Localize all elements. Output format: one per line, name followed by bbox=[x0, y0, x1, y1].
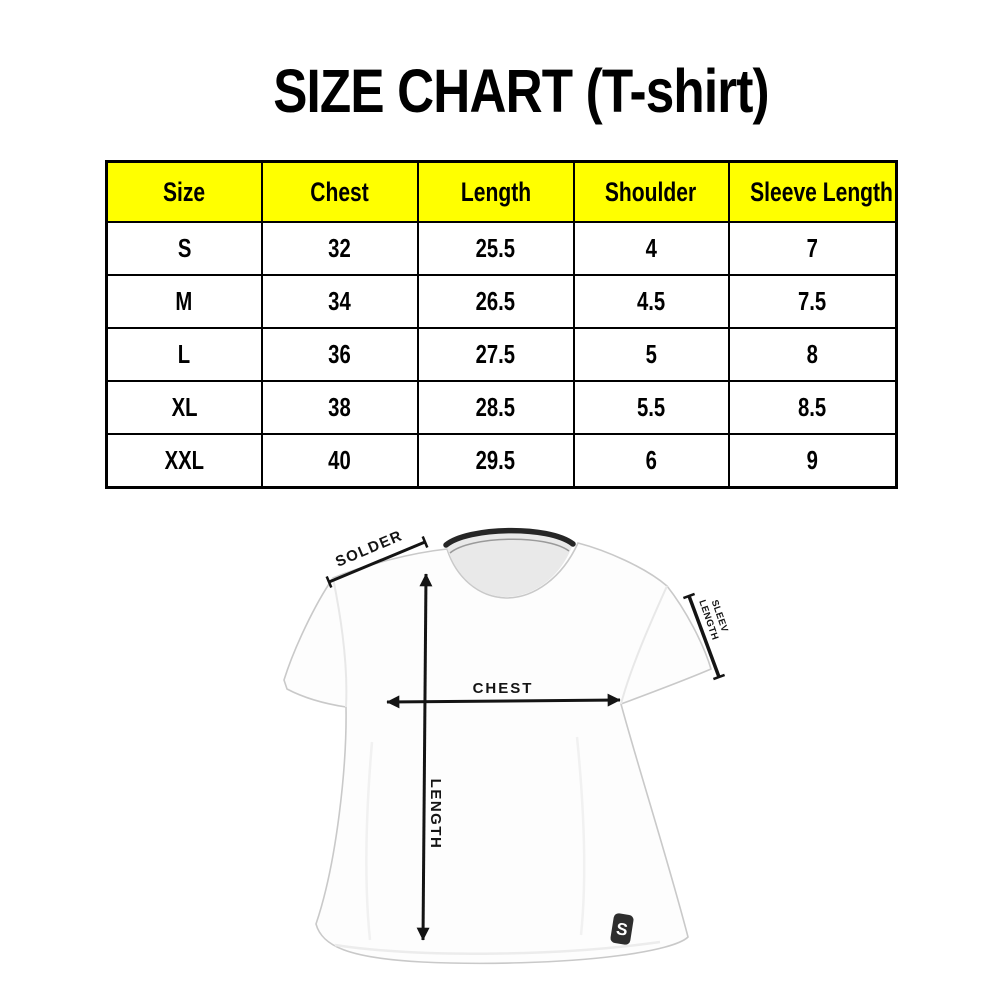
column-header-sleeve-length: Sleeve Length bbox=[727, 160, 898, 223]
size-chart-table: Size Chest Length Shoulder Sleeve Length… bbox=[105, 160, 898, 489]
cell-chest: 34 bbox=[260, 274, 419, 329]
left-sleeve-seam bbox=[332, 577, 348, 708]
table-row-s: S 32 25.5 4 7 bbox=[105, 221, 898, 276]
cell-length: 28.5 bbox=[416, 380, 575, 435]
column-header-size: Size bbox=[105, 160, 263, 223]
cell-shoulder: 4 bbox=[572, 221, 730, 276]
cell-size: XXL bbox=[105, 433, 263, 489]
cell-size: XL bbox=[105, 380, 263, 435]
length-arrow bbox=[416, 573, 433, 941]
column-header-length: Length bbox=[416, 160, 575, 223]
cell-length: 26.5 bbox=[416, 274, 575, 329]
cell-chest: 36 bbox=[260, 327, 419, 382]
cell-length: 29.5 bbox=[416, 433, 575, 489]
table-row-l: L 36 27.5 5 8 bbox=[105, 327, 898, 382]
cell-length: 27.5 bbox=[416, 327, 575, 382]
hem-crease bbox=[334, 940, 661, 955]
cell-shoulder: 5.5 bbox=[572, 380, 730, 435]
cell-size: M bbox=[105, 274, 263, 329]
cell-sleeve-length: 7 bbox=[727, 221, 898, 276]
cell-chest: 40 bbox=[260, 433, 419, 489]
cell-size: S bbox=[105, 221, 263, 276]
cell-sleeve-length: 9 bbox=[727, 433, 898, 489]
chest-arrow bbox=[386, 693, 621, 709]
tshirt-outline bbox=[283, 542, 712, 965]
chest-label: CHEST bbox=[473, 680, 534, 697]
collar-band bbox=[443, 527, 576, 548]
cell-chest: 38 bbox=[260, 380, 419, 435]
cell-shoulder: 4.5 bbox=[572, 274, 730, 329]
cell-sleeve-length: 8.5 bbox=[727, 380, 898, 435]
brand-logo: S bbox=[610, 913, 634, 945]
cell-sleeve-length: 8 bbox=[727, 327, 898, 382]
cell-shoulder: 5 bbox=[572, 327, 730, 382]
body-fold-right bbox=[575, 736, 586, 936]
page-title-text: SIZE CHART (T-shirt) bbox=[273, 57, 769, 125]
table-row-m: M 34 26.5 4.5 7.5 bbox=[105, 274, 898, 329]
cell-size: L bbox=[105, 327, 263, 382]
shoulder-measure-line bbox=[325, 536, 429, 588]
neck-opening bbox=[446, 530, 573, 597]
cell-length: 25.5 bbox=[416, 221, 575, 276]
length-label: LENGTH bbox=[427, 779, 444, 850]
column-header-chest: Chest bbox=[260, 160, 419, 223]
table-row-xxl: XXL 40 29.5 6 9 bbox=[105, 433, 898, 489]
right-sleeve-seam bbox=[620, 585, 668, 705]
table-row-xl: XL 38 28.5 5.5 8.5 bbox=[105, 380, 898, 435]
brand-logo-letter: S bbox=[615, 919, 629, 940]
table-header-row: Size Chest Length Shoulder Sleeve Length bbox=[105, 160, 898, 223]
column-header-shoulder: Shoulder bbox=[572, 160, 730, 223]
body-fold-left bbox=[365, 741, 374, 941]
collar-seam bbox=[449, 538, 570, 554]
cell-shoulder: 6 bbox=[572, 433, 730, 489]
page-title: SIZE CHART (T-shirt) bbox=[42, 56, 1000, 126]
cell-chest: 32 bbox=[260, 221, 419, 276]
cell-sleeve-length: 7.5 bbox=[727, 274, 898, 329]
sleeve-measure-line bbox=[682, 592, 726, 681]
